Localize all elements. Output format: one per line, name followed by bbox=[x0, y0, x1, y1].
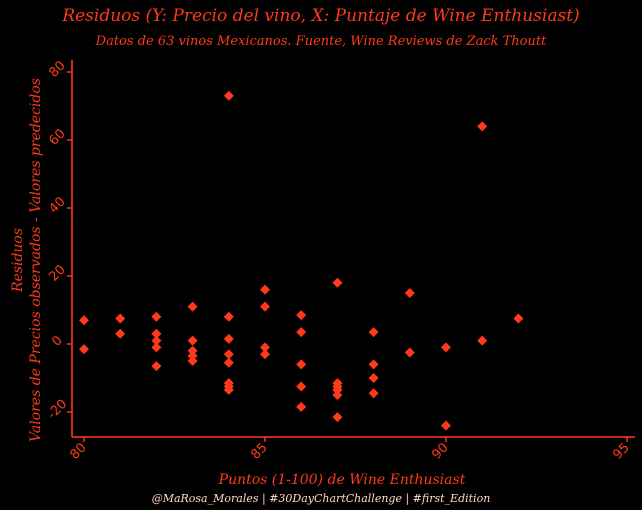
data-point bbox=[187, 356, 198, 366]
y-axis-title-line1: Residuos bbox=[10, 228, 26, 293]
data-point bbox=[187, 301, 198, 312]
data-point bbox=[115, 328, 126, 339]
chart-title: Residuos (Y: Precio del vino, X: Puntaje… bbox=[62, 6, 580, 26]
data-point bbox=[151, 335, 162, 346]
data-point bbox=[368, 373, 379, 383]
data-point bbox=[296, 381, 307, 392]
data-point bbox=[477, 335, 488, 346]
data-point bbox=[296, 310, 307, 321]
y-tick-label: 60 bbox=[46, 126, 68, 148]
data-point bbox=[151, 311, 162, 322]
data-point bbox=[187, 350, 198, 361]
y-axis-title-line2: Valores de Precios observados - Valores … bbox=[28, 78, 44, 442]
data-point bbox=[115, 313, 126, 324]
y-tick-label: 40 bbox=[46, 194, 68, 216]
data-point bbox=[332, 412, 343, 423]
data-point bbox=[223, 384, 234, 395]
x-axis-title: Puntos (1-100) de Wine Enthusiast bbox=[218, 472, 466, 488]
data-point bbox=[223, 349, 234, 360]
data-point bbox=[260, 284, 270, 295]
data-point bbox=[187, 335, 198, 346]
data-point bbox=[151, 328, 162, 339]
y-tick-label: 80 bbox=[46, 58, 68, 80]
x-tick-label: 90 bbox=[429, 440, 451, 462]
data-point bbox=[404, 347, 415, 358]
data-point bbox=[368, 359, 379, 370]
x-tick-label: 80 bbox=[67, 440, 89, 462]
ticks: 80 85 90 95 -20 0 20 40 60 80 bbox=[45, 58, 633, 462]
data-point bbox=[368, 327, 379, 338]
data-point bbox=[223, 311, 234, 322]
data-point bbox=[513, 313, 524, 324]
data-point bbox=[151, 342, 162, 353]
chart-subtitle: Datos de 63 vinos Mexicanos. Fuente, Win… bbox=[95, 34, 547, 49]
data-point bbox=[332, 390, 343, 400]
data-point bbox=[477, 121, 488, 132]
data-point bbox=[79, 315, 89, 326]
data-point bbox=[187, 345, 198, 356]
data-point bbox=[296, 359, 307, 370]
x-tick-label: 85 bbox=[248, 440, 270, 462]
data-point bbox=[332, 384, 343, 395]
data-point bbox=[260, 301, 270, 312]
data-point bbox=[260, 349, 270, 360]
data-point bbox=[441, 342, 451, 353]
chart-caption: @MaRosa_Morales | #30DayChartChallenge |… bbox=[151, 492, 491, 505]
data-points bbox=[79, 90, 524, 431]
data-point bbox=[332, 277, 343, 288]
y-tick-label: 0 bbox=[49, 333, 65, 349]
y-tick-label: -20 bbox=[45, 397, 71, 423]
data-point bbox=[368, 388, 379, 399]
data-point bbox=[151, 361, 162, 372]
data-point bbox=[260, 342, 270, 353]
data-point bbox=[223, 357, 234, 368]
data-point bbox=[441, 420, 451, 431]
axes bbox=[71, 60, 635, 438]
data-point bbox=[296, 401, 307, 412]
data-point bbox=[296, 327, 307, 338]
data-point bbox=[404, 288, 415, 298]
data-point bbox=[223, 90, 234, 101]
y-tick-label: 20 bbox=[46, 262, 68, 284]
data-point bbox=[79, 344, 89, 355]
data-point bbox=[223, 333, 234, 344]
x-tick-label: 95 bbox=[610, 440, 632, 462]
